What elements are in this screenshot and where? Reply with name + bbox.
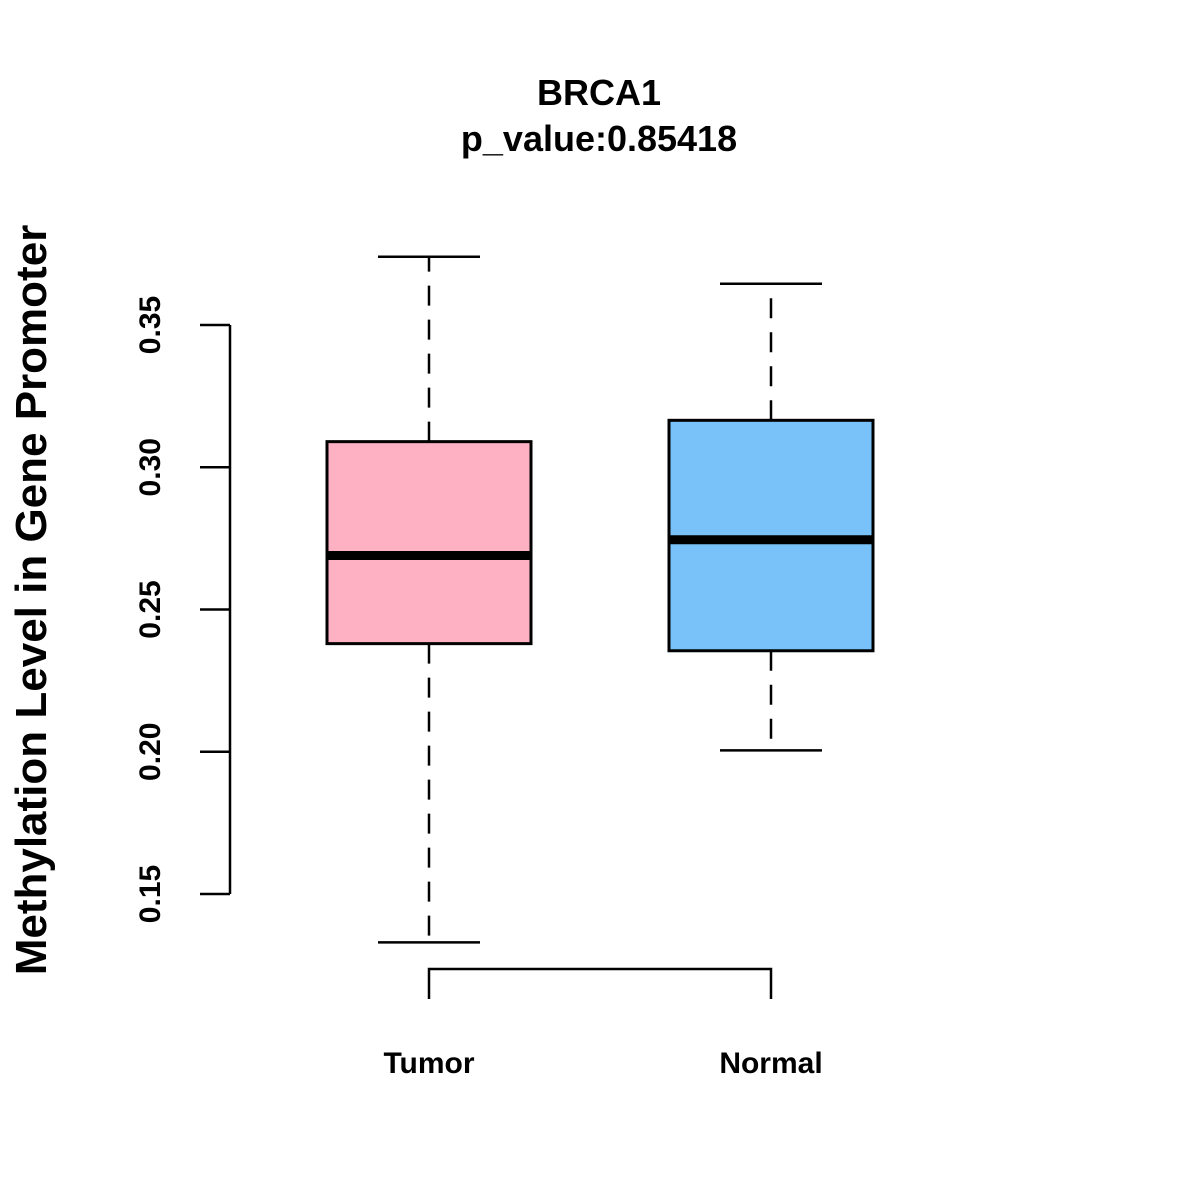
box-series <box>325 255 875 944</box>
box-tumor <box>325 255 533 944</box>
y-tick-label: 0.25 <box>134 580 167 638</box>
bracket-line <box>427 967 773 999</box>
box-normal <box>667 282 875 752</box>
chart-subtitle: p_value:0.85418 <box>461 118 737 159</box>
y-tick-label: 0.35 <box>134 296 167 354</box>
y-axis: 0.15 0.20 0.25 0.30 0.35 <box>134 296 232 923</box>
y-axis-label: Methylation Level in Gene Promoter <box>7 225 56 976</box>
y-tick-label: 0.15 <box>134 865 167 923</box>
x-tick-label-normal: Normal <box>719 1047 822 1080</box>
y-tick-label: 0.30 <box>134 438 167 496</box>
chart-title: BRCA1 <box>537 72 661 113</box>
iqr-box <box>325 440 533 646</box>
y-tick-label: 0.20 <box>134 723 167 781</box>
comparison-bracket <box>427 967 773 999</box>
x-tick-label-tumor: Tumor <box>383 1047 474 1080</box>
x-axis-labels: Tumor Normal <box>383 1047 822 1080</box>
